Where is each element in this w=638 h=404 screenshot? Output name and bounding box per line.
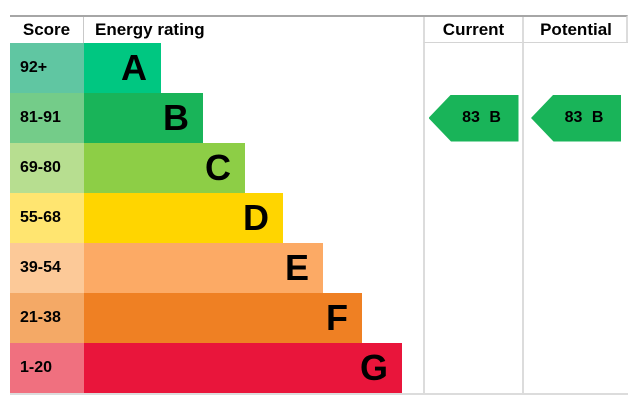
current-cell-e xyxy=(423,243,522,293)
band-bar-a: A xyxy=(84,43,161,93)
score-range-g: 1-20 xyxy=(10,343,84,393)
current-cell-d xyxy=(423,193,522,243)
band-bar-e: E xyxy=(84,243,323,293)
band-bar-g: G xyxy=(84,343,402,393)
current-cell-a xyxy=(423,43,522,93)
rating-row-f: F xyxy=(84,293,423,343)
epc-table: Score Energy rating Current Potential 92… xyxy=(10,15,628,395)
band-bar-d: D xyxy=(84,193,283,243)
score-range-d: 55-68 xyxy=(10,193,84,243)
rating-row-a: A xyxy=(84,43,423,93)
rating-row-e: E xyxy=(84,243,423,293)
current-cell-c xyxy=(423,143,522,193)
column-header-potential: Potential xyxy=(522,17,628,43)
rating-row-c: C xyxy=(84,143,423,193)
potential-cell-d xyxy=(522,193,628,243)
current-cell-f xyxy=(423,293,522,343)
current-cell-b: 83 B xyxy=(423,93,522,143)
score-range-c: 69-80 xyxy=(10,143,84,193)
potential-cell-f xyxy=(522,293,628,343)
column-header-score: Score xyxy=(10,17,84,43)
column-header-current: Current xyxy=(423,17,522,43)
score-range-f: 21-38 xyxy=(10,293,84,343)
rating-row-d: D xyxy=(84,193,423,243)
potential-cell-c xyxy=(522,143,628,193)
current-rating-arrow: 83 B xyxy=(428,94,519,142)
column-header-energy-rating: Energy rating xyxy=(95,20,205,39)
band-bar-b: B xyxy=(84,93,203,143)
potential-rating-arrow: 83 B xyxy=(531,94,621,142)
potential-cell-g xyxy=(522,343,628,393)
score-range-b: 81-91 xyxy=(10,93,84,143)
potential-cell-e xyxy=(522,243,628,293)
score-range-a: 92+ xyxy=(10,43,84,93)
potential-cell-a xyxy=(522,43,628,93)
score-range-e: 39-54 xyxy=(10,243,84,293)
rating-row-b: B xyxy=(84,93,423,143)
band-bar-f: F xyxy=(84,293,362,343)
current-cell-g xyxy=(423,343,522,393)
band-bar-c: C xyxy=(84,143,245,193)
potential-cell-b: 83 B xyxy=(522,93,628,143)
rating-row-g: G xyxy=(84,343,423,393)
